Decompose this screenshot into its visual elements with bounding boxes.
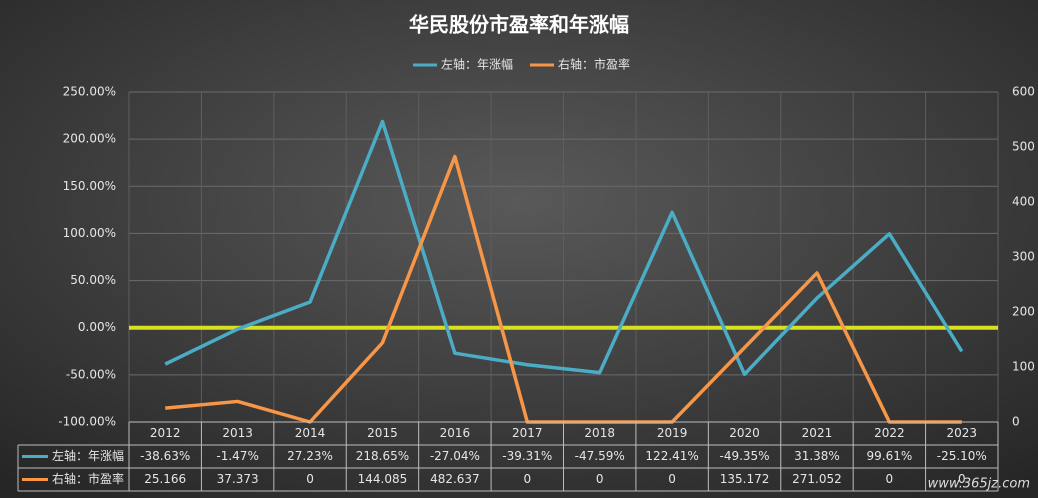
table-cell: 25.166 xyxy=(144,472,186,486)
x-tick-label: 2012 xyxy=(150,426,181,440)
x-tick-label: 2020 xyxy=(729,426,760,440)
y-tick-label: 200.00% xyxy=(63,132,116,146)
x-tick-label: 2016 xyxy=(440,426,471,440)
y2-tick-label: 500 xyxy=(1012,140,1035,154)
table-row-header: 左轴：年涨幅 xyxy=(52,448,124,463)
watermark: www.365jz.com xyxy=(928,477,1030,492)
table-cell: 0 xyxy=(523,472,531,486)
table-cell: 218.65% xyxy=(356,449,409,463)
table-cell: 27.23% xyxy=(287,449,333,463)
table-cell: 0 xyxy=(668,472,676,486)
x-tick-label: 2018 xyxy=(584,426,615,440)
x-tick-label: 2022 xyxy=(874,426,905,440)
table-cell: 99.61% xyxy=(866,449,912,463)
table-cell: -39.31% xyxy=(502,449,552,463)
y-tick-label: -100.00% xyxy=(58,415,116,429)
table-cell: 0 xyxy=(596,472,604,486)
table-cell: 0 xyxy=(886,472,894,486)
y-tick-label: -50.00% xyxy=(66,367,116,381)
table-cell: 135.172 xyxy=(720,472,770,486)
table-cell: 122.41% xyxy=(645,449,698,463)
legend-label: 左轴：年涨幅 xyxy=(441,57,513,72)
table-cell: -38.63% xyxy=(140,449,190,463)
series-line xyxy=(164,119,964,376)
x-tick-label: 2015 xyxy=(367,426,398,440)
y2-tick-label: 0 xyxy=(1012,415,1020,429)
table-cell: 31.38% xyxy=(794,449,840,463)
chart-title: 华民股份市盈率和年涨幅 xyxy=(409,13,629,37)
y-tick-label: 250.00% xyxy=(63,85,116,99)
x-tick-label: 2023 xyxy=(947,426,978,440)
y-tick-label: 50.00% xyxy=(70,273,116,287)
y-tick-label: 150.00% xyxy=(63,179,116,193)
x-tick-label: 2014 xyxy=(295,426,326,440)
x-tick-label: 2021 xyxy=(802,426,833,440)
table-cell: 0 xyxy=(958,472,966,486)
x-tick-label: 2013 xyxy=(222,426,253,440)
legend-label: 右轴：市盈率 xyxy=(558,57,630,72)
table-cell: -47.59% xyxy=(575,449,625,463)
table-cell: 271.052 xyxy=(792,472,842,486)
x-tick-label: 2017 xyxy=(512,426,543,440)
table-cell: 37.373 xyxy=(217,472,259,486)
table-cell: -27.04% xyxy=(430,449,480,463)
y2-tick-label: 300 xyxy=(1012,250,1035,264)
table-cell: 144.085 xyxy=(358,472,408,486)
y2-tick-label: 600 xyxy=(1012,85,1035,99)
table-cell: -25.10% xyxy=(937,449,987,463)
table-cell: 0 xyxy=(306,472,314,486)
x-tick-label: 2019 xyxy=(657,426,688,440)
y-tick-label: 100.00% xyxy=(63,226,116,240)
y2-tick-label: 100 xyxy=(1012,360,1035,374)
table-cell: 482.637 xyxy=(430,472,480,486)
table-cell: -49.35% xyxy=(719,449,769,463)
table-row-header: 右轴：市盈率 xyxy=(52,471,124,486)
y-tick-label: 0.00% xyxy=(78,320,116,334)
table-cell: -1.47% xyxy=(216,449,258,463)
y2-tick-label: 400 xyxy=(1012,195,1035,209)
y2-tick-label: 200 xyxy=(1012,305,1035,319)
